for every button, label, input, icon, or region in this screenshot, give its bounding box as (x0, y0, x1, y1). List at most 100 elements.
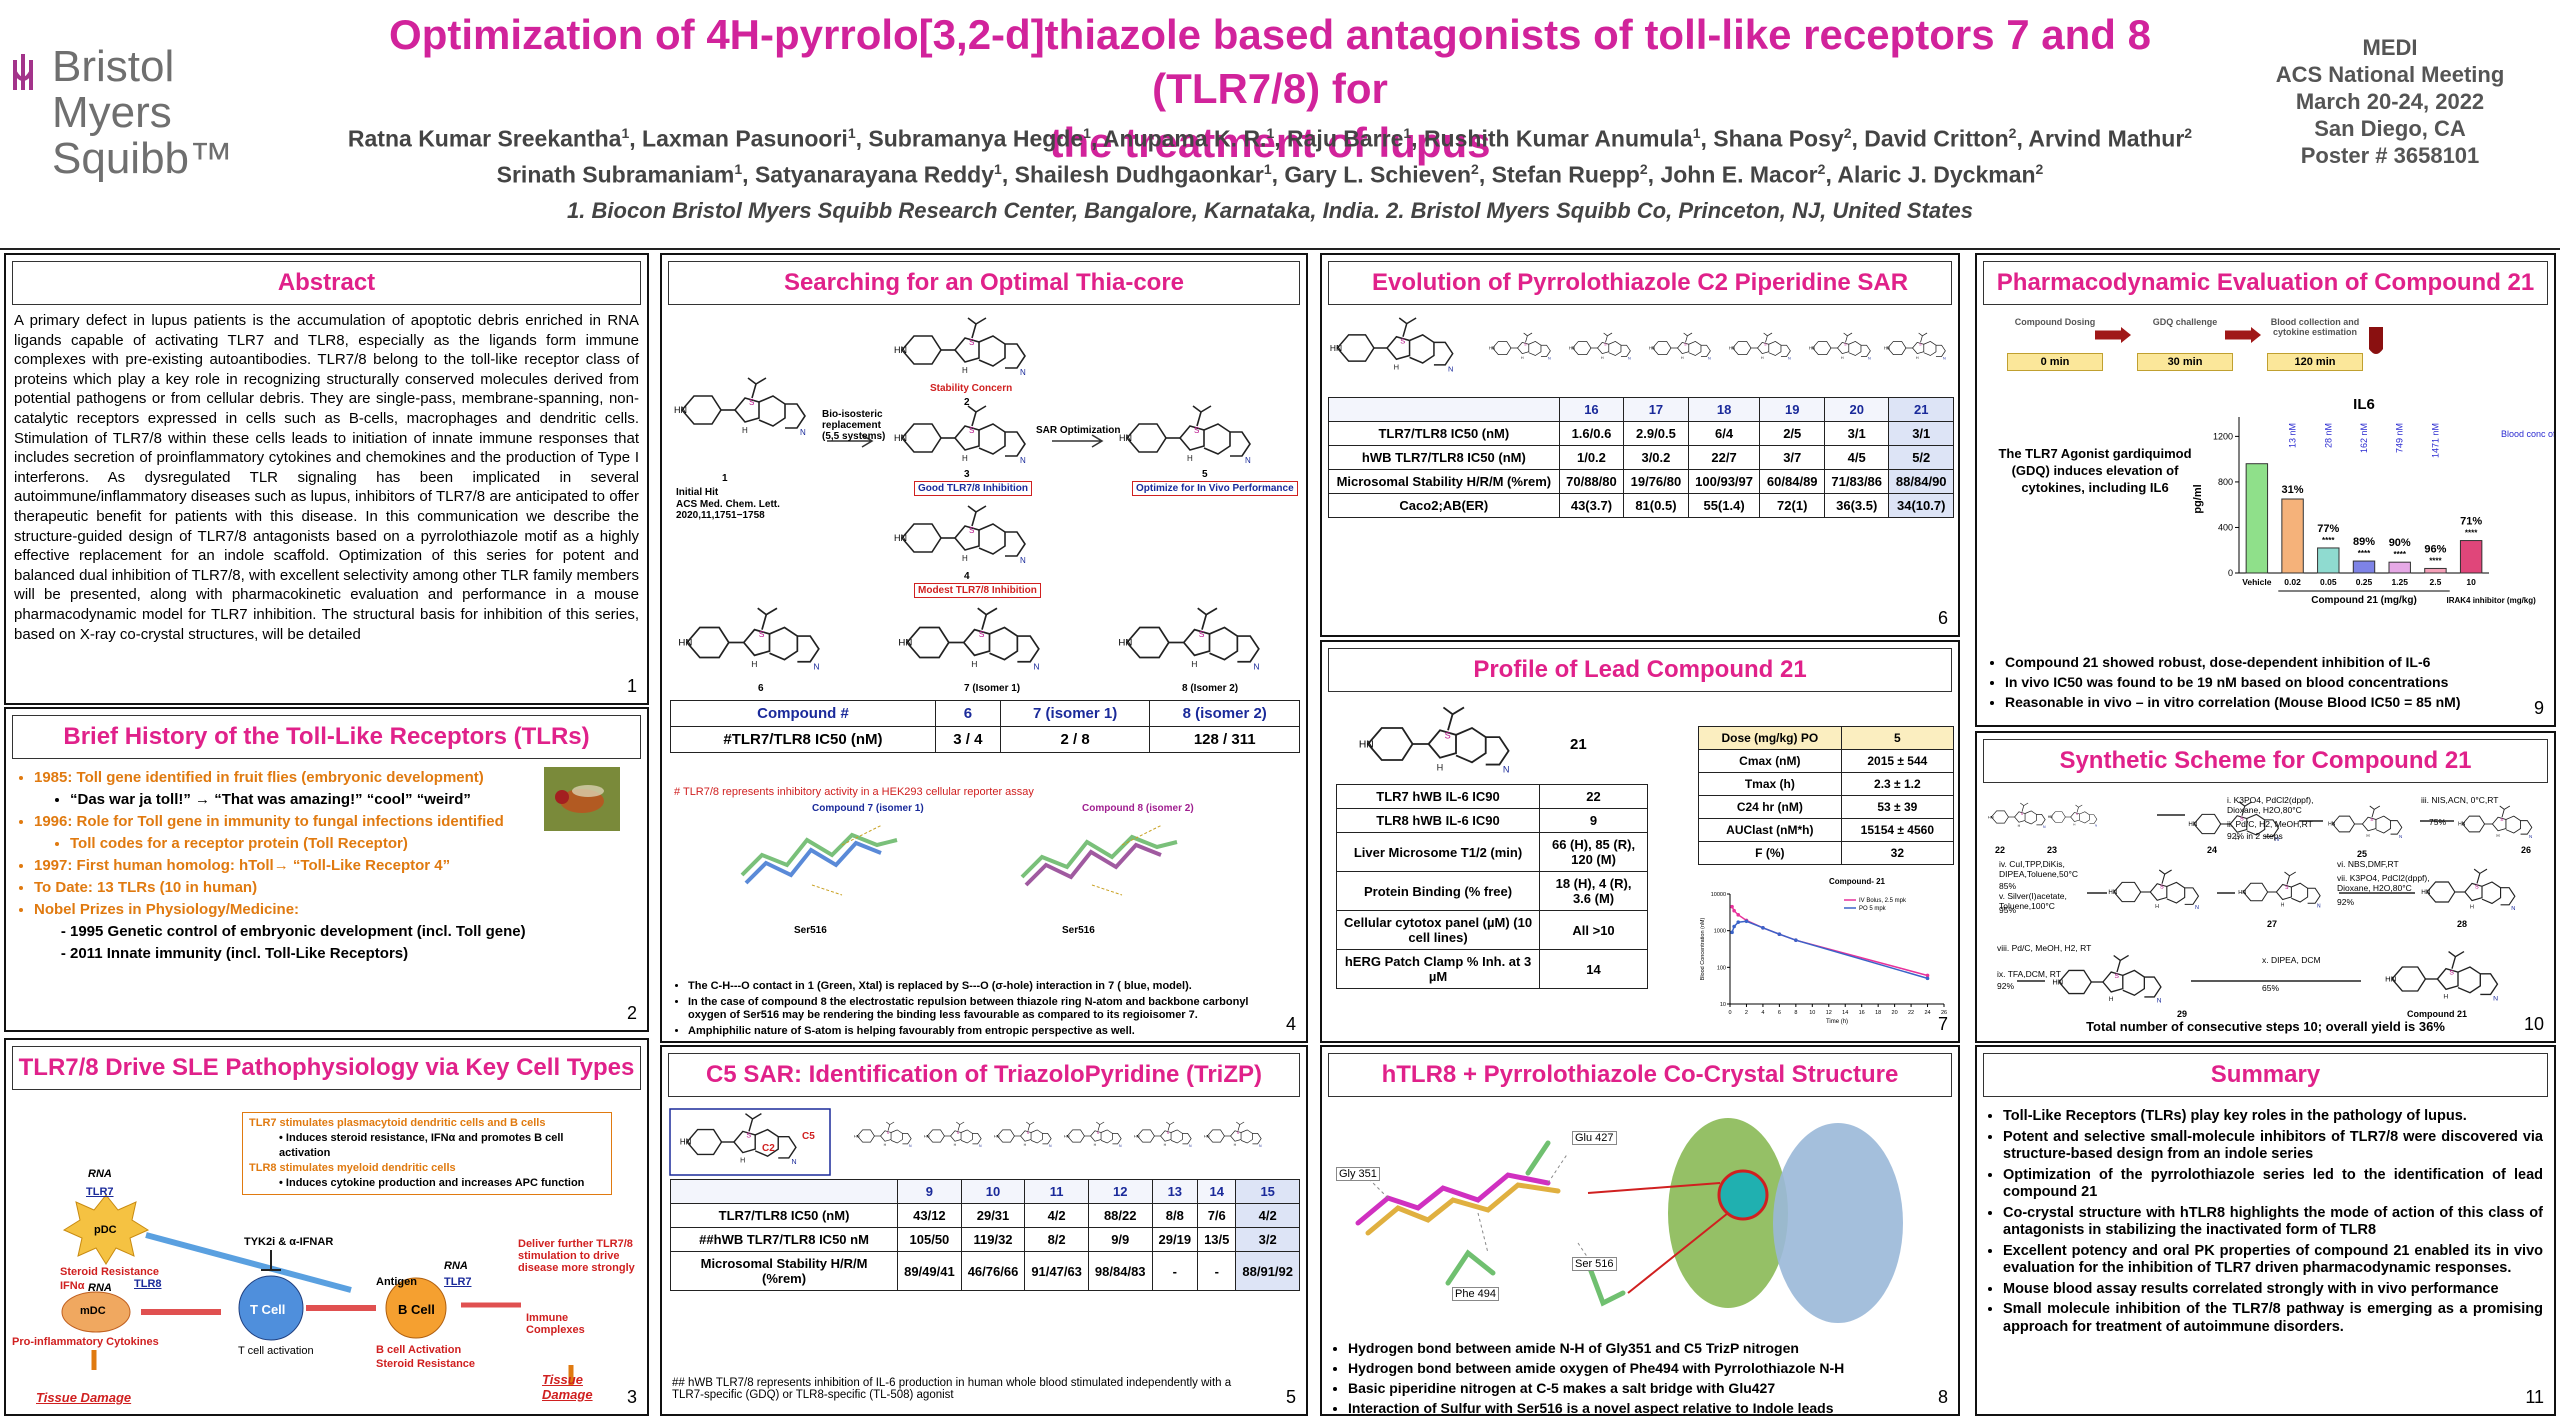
author-line: Ratna Kumar Sreekantha1, Laxman Pasunoor… (347, 125, 2193, 152)
bullet-item: Potent and selective small-molecule inhi… (2003, 1129, 2543, 1164)
table-header-cell: 18 (1687, 397, 1761, 422)
box-text: Induces cytokine production and increase… (285, 1177, 585, 1189)
bar (2317, 547, 2340, 574)
table-row: TLR8 hWB IL-6 IC90 9 (1335, 808, 1648, 833)
table-header-cell: 5 (1840, 726, 1955, 750)
table-cell: 2/5 (1759, 421, 1825, 446)
il6-chart: IL6 pg/ml 0 400 800 1200 Vehicle 0.02 31% 13 nM 0.… (2192, 396, 2554, 606)
author-affiliation: 1 (847, 125, 856, 141)
compound-number: 26 (2521, 845, 2532, 855)
bullet-item: Mouse blood assay results correlated str… (2003, 1281, 2543, 1299)
structure-label: 6 (758, 683, 764, 694)
bullet-item: Interaction of Sulfur with Ser516 is a n… (1348, 1400, 1928, 1414)
concentration-label: 749 nM (2395, 423, 2405, 453)
table-cell: 71/83/86 (1823, 469, 1890, 494)
evolution-table: 16 17 18 19 20 21 TLR7/TLR8 IC50 (nM) 1.6/0.6 2.… (1328, 397, 1954, 518)
table-cell: Tmax (h) (1698, 772, 1842, 796)
header: Bristol Myers Squibb™ Optimization of 4H… (0, 0, 2560, 250)
diagram-label: B cell Activation (376, 1344, 462, 1356)
table-cell: 9/9 (1087, 1227, 1153, 1252)
table-cell: 91/47/63 (1024, 1251, 1089, 1291)
x-tick-label: 8 (1794, 1010, 1797, 1016)
author-affiliation: 2 (2184, 125, 2193, 141)
table-cell: 7/6 (1197, 1203, 1237, 1228)
history-item: Toll codes for a receptor protein (Toll … (70, 834, 639, 853)
table-cell: 2.3 ± 1.2 (1840, 772, 1955, 796)
table-header-cell: 13 (1151, 1179, 1199, 1204)
table-cell: Liver Microsome T1/2 (min) (1335, 832, 1541, 872)
table-cell: TLR7/TLR8 IC50 (nM) (669, 1203, 899, 1228)
author-affiliation: 1 (1692, 125, 1701, 141)
compound-number: 29 (2177, 1009, 2188, 1019)
reagent-text: iii. NIS,ACN, 0°C,RT (2421, 795, 2499, 805)
table-cell: 128 / 311 (1149, 726, 1300, 753)
table-cell: 2015 ± 544 (1840, 749, 1955, 773)
table-cell: 22 (1539, 784, 1648, 809)
table-cell: 43(3.7) (1558, 493, 1625, 518)
crystal-image (1355, 1118, 1903, 1323)
reagent-text: 85% (1999, 881, 2017, 891)
author-affiliation: 2 (2035, 160, 2044, 177)
x-tick-label: 12 (1826, 1010, 1832, 1016)
inhibition-label: 96% (2424, 543, 2446, 555)
bullet-item: Amphiphilic nature of S-atom is helping … (688, 1025, 1288, 1038)
x-tick-label: 14 (1842, 1010, 1848, 1016)
table-header-cell: 10 (960, 1179, 1026, 1204)
flow-time: 120 min (2267, 353, 2363, 371)
fly-image (544, 767, 620, 831)
data-point (1732, 924, 1736, 929)
diagram-label: TLR8 (134, 1278, 162, 1290)
compound-number: 25 (2357, 849, 2368, 859)
panel-number: 6 (1937, 608, 1948, 628)
mdc-shape (61, 1291, 131, 1333)
table-cell: 9 (1539, 808, 1648, 833)
pdc-shape (62, 1194, 150, 1265)
inhibition-label: 31% (2282, 484, 2304, 496)
panel-number: 1 (626, 676, 637, 696)
table-row: hERG Patch Clamp % Inh. at 3 µM 14 (1335, 949, 1648, 989)
table-cell: 13/5 (1197, 1227, 1237, 1252)
table-row: C24 hr (nM) 53 ± 39 (1698, 795, 1955, 819)
crystal-bullets: Hydrogen bond between amide N-H of Gly35… (1328, 1337, 1928, 1414)
x-tick-label: 2 (1745, 1010, 1748, 1016)
history-list: 1985: Toll gene identified in fruit flie… (14, 765, 639, 966)
table-cell: 72(1) (1759, 493, 1825, 518)
table-cell: 1/0.2 (1558, 445, 1625, 470)
x-tick-label: 22 (1908, 1010, 1914, 1016)
concentration-label: Blood conc of 21 (2501, 429, 2554, 439)
table-header-cell: 15 (1235, 1179, 1300, 1204)
reagent-text: viii. Pd/C, MeOH, H2, RT (1997, 943, 2092, 953)
author-line: Srinath Subramaniam1, Satyanarayana Redd… (496, 160, 2044, 188)
panel-number: 5 (1285, 1387, 1296, 1407)
box-line: • Induces cytokine production and increa… (279, 1177, 585, 1189)
x-tick-label: 16 (1859, 1010, 1865, 1016)
x-tick-label: 24 (1924, 1010, 1930, 1016)
author-affiliation: 1 (1403, 125, 1412, 141)
table-cell: Microsomal Stability H/R/M (%rem) (1328, 469, 1560, 494)
drive-diagram (61, 1194, 574, 1385)
diagram-label: Tissue Damage (36, 1390, 132, 1405)
box-line: TLR7 stimulates plasmacytoid dendritic c… (249, 1117, 546, 1129)
table-row: Tmax (h) 2.3 ± 1.2 (1698, 772, 1955, 796)
author-affiliation: 2 (1817, 160, 1826, 177)
bar (2352, 560, 2376, 574)
data-point (1730, 930, 1734, 935)
table-header-cell: 14 (1197, 1179, 1237, 1204)
panel-title: C5 SAR: Identification of TriazoloPyridi… (668, 1053, 1300, 1097)
table-cell: - (1151, 1251, 1199, 1291)
table-cell: 3/1 (1888, 421, 1954, 446)
table-row: hWB TLR7/TLR8 IC50 (nM) 1/0.2 3/0.2 22/7 3/7… (1328, 445, 1954, 470)
reagent-text: 95% (1999, 905, 2017, 915)
authors: Ratna Kumar Sreekantha1, Laxman Pasunoor… (300, 118, 2240, 189)
structure-label: 4 (964, 571, 970, 582)
bar (2388, 561, 2411, 574)
author-affiliation: 1 (1266, 125, 1275, 141)
author-name: Gary L. Schieven (1284, 161, 1472, 188)
footnote: ## hWB TLR7/8 represents inhibition of I… (672, 1377, 1232, 1401)
summary-panel: Summary Toll-Like Receptors (TLRs) play … (1975, 1045, 2556, 1416)
panel-title: Evolution of Pyrrolothiazole C2 Piperidi… (1328, 261, 1952, 305)
table-row: Cmax (nM) 2015 ± 544 (1698, 749, 1955, 773)
y-tick-label: 10000 (1711, 892, 1726, 898)
residue-label: Glu 427 (1572, 1131, 1617, 1145)
